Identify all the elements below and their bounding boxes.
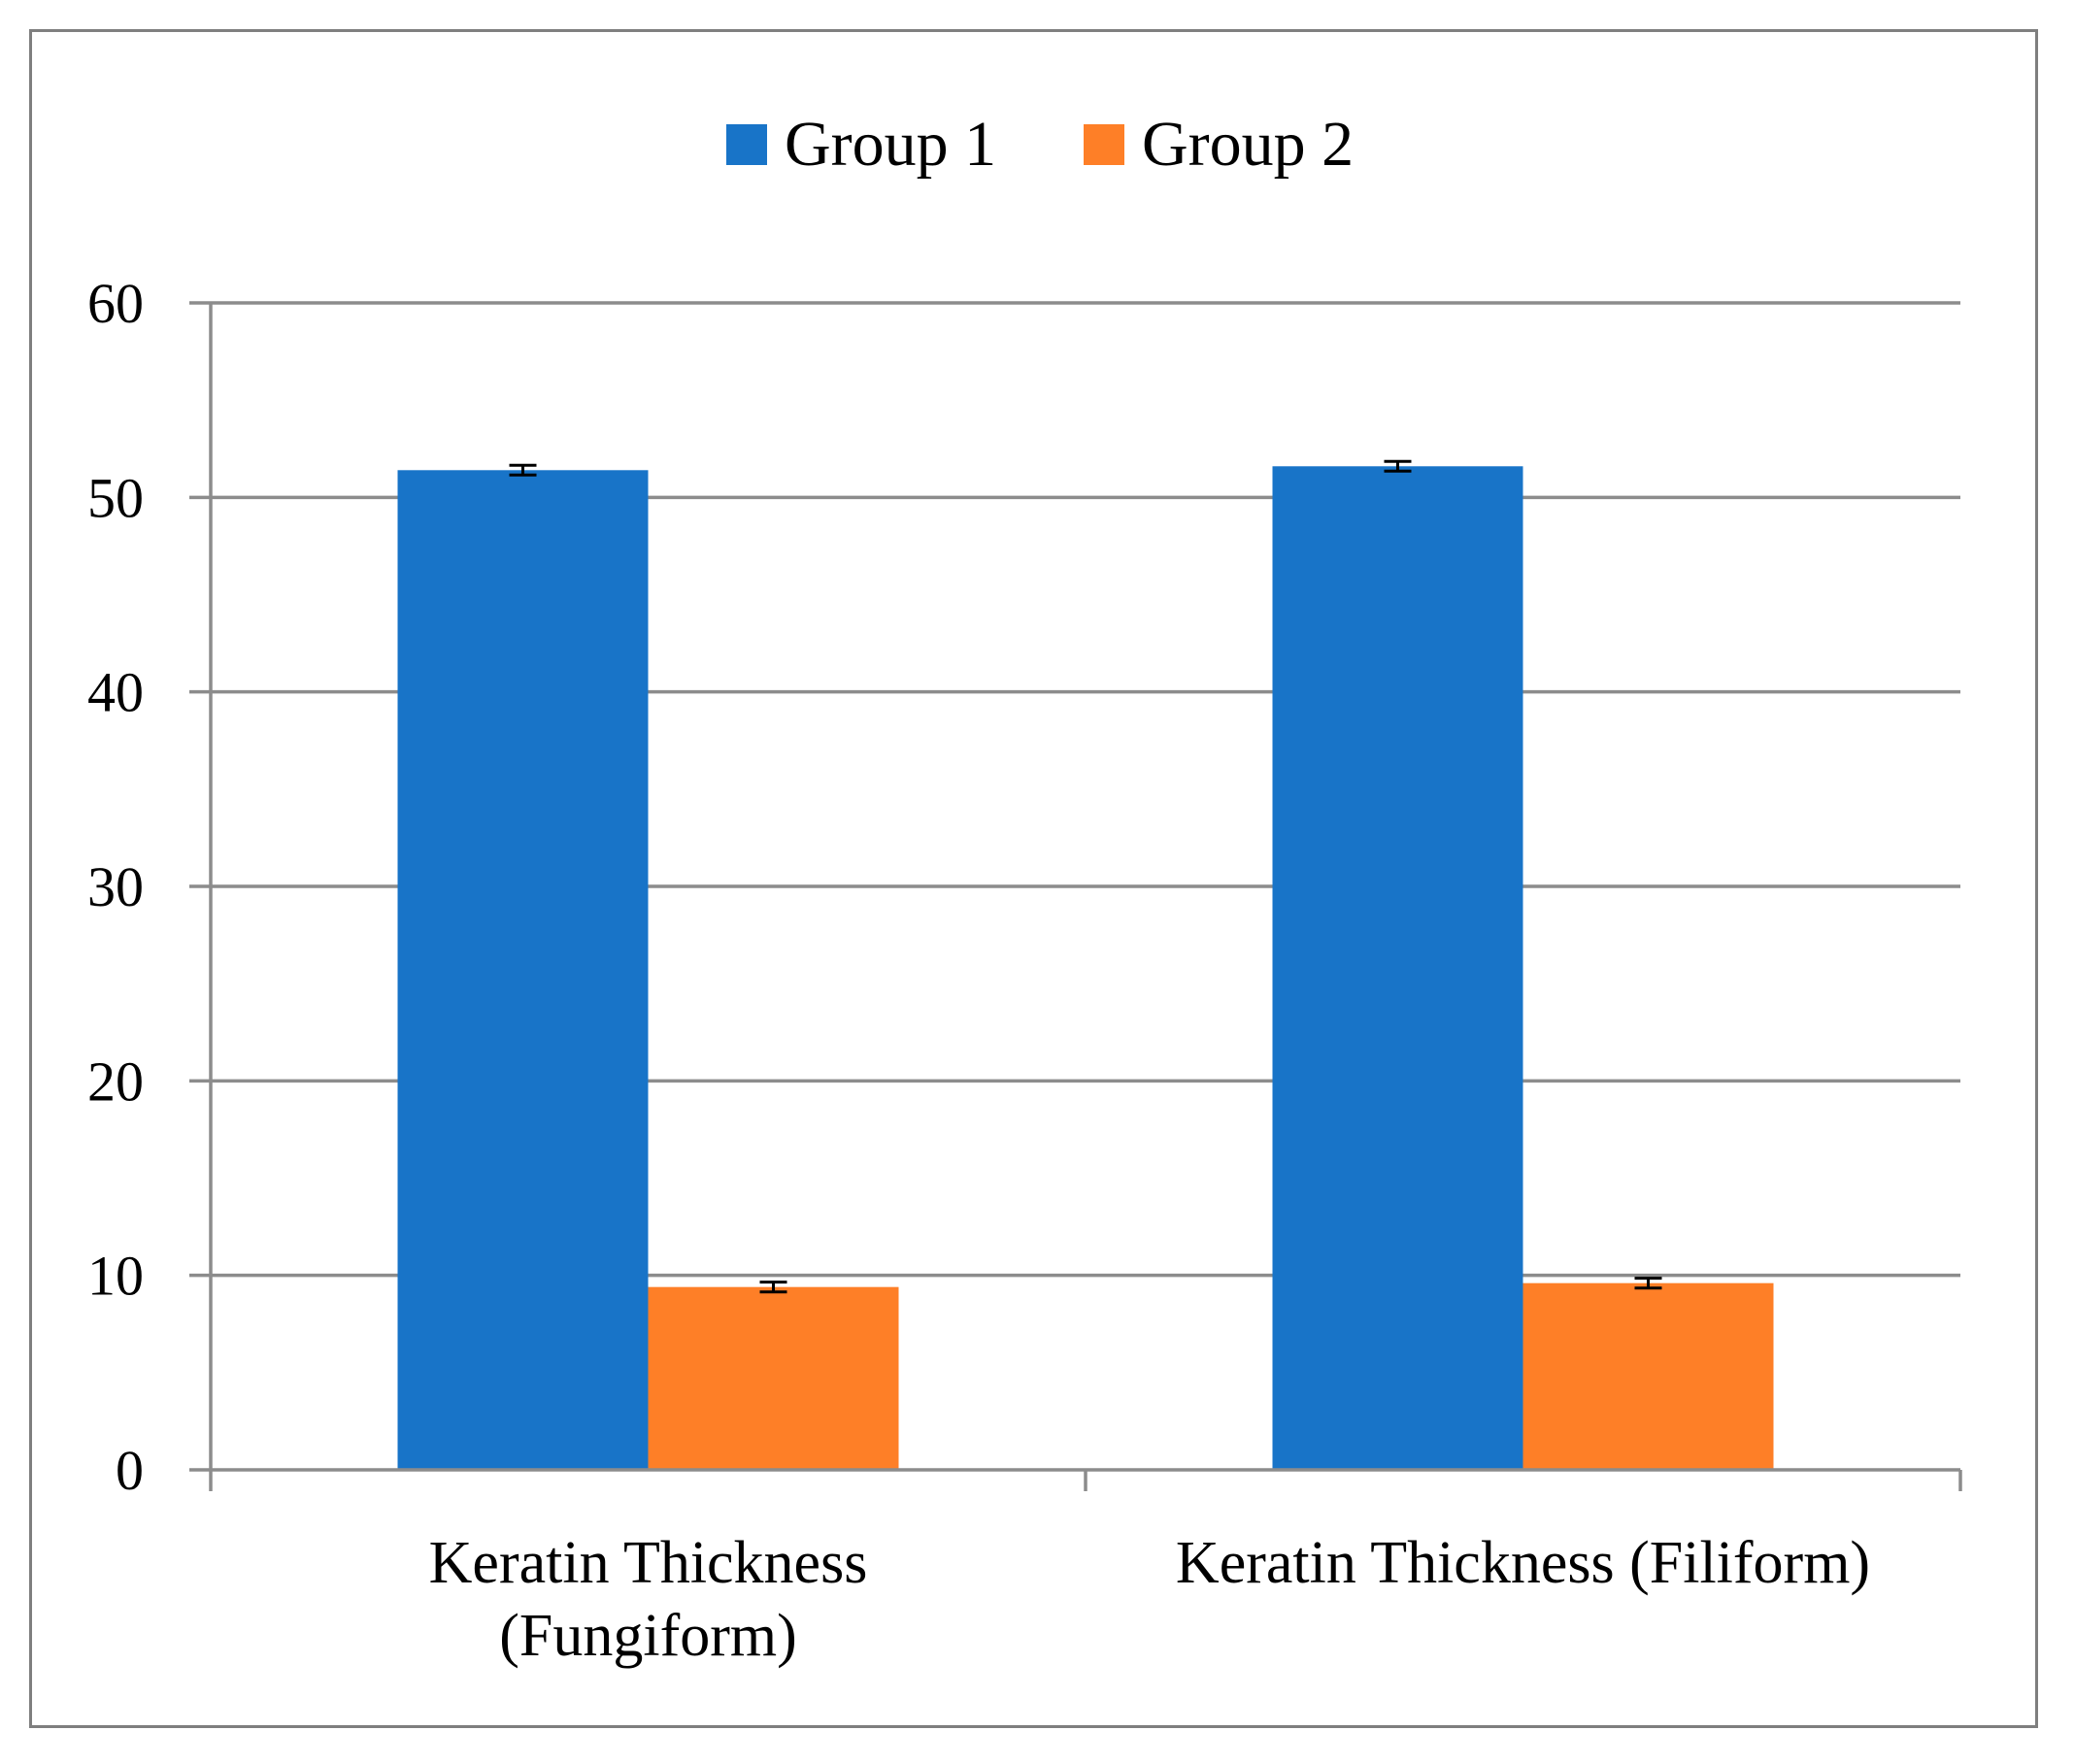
y-tick-label: 60: [87, 272, 144, 335]
error-bar: [759, 1281, 787, 1294]
bar-2-1: [648, 1286, 899, 1470]
x-category-label: Keratin Thickness: [429, 1530, 868, 1596]
y-tick-label: 10: [87, 1245, 144, 1308]
error-bar: [509, 463, 537, 477]
legend-swatch-1: [726, 124, 767, 165]
y-tick-label: 20: [87, 1049, 144, 1113]
legend: Group 1 Group 2: [726, 109, 1354, 180]
legend-label-2: Group 2: [1142, 109, 1354, 180]
y-tick-label: 40: [87, 661, 144, 724]
bars: [397, 459, 1774, 1471]
error-bar: [1384, 459, 1412, 473]
bar-2-2: [1522, 1282, 1774, 1470]
legend-swatch-2: [1084, 124, 1124, 165]
bar-1-1: [397, 470, 649, 1471]
error-bar: [1634, 1277, 1662, 1290]
x-category-label: (Fungiform): [499, 1603, 797, 1669]
y-tick-label: 50: [87, 466, 144, 529]
legend-label-1: Group 1: [785, 109, 996, 180]
bar-1-2: [1272, 466, 1523, 1470]
axes: 0 10 20 30 40 50 60 Keratin Thickness (Fungiform…: [87, 272, 1962, 1669]
x-category-label: Keratin Thickness (Filiform): [1176, 1530, 1870, 1596]
y-tick-label: 30: [87, 855, 144, 918]
y-tick-label: 0: [116, 1439, 144, 1502]
